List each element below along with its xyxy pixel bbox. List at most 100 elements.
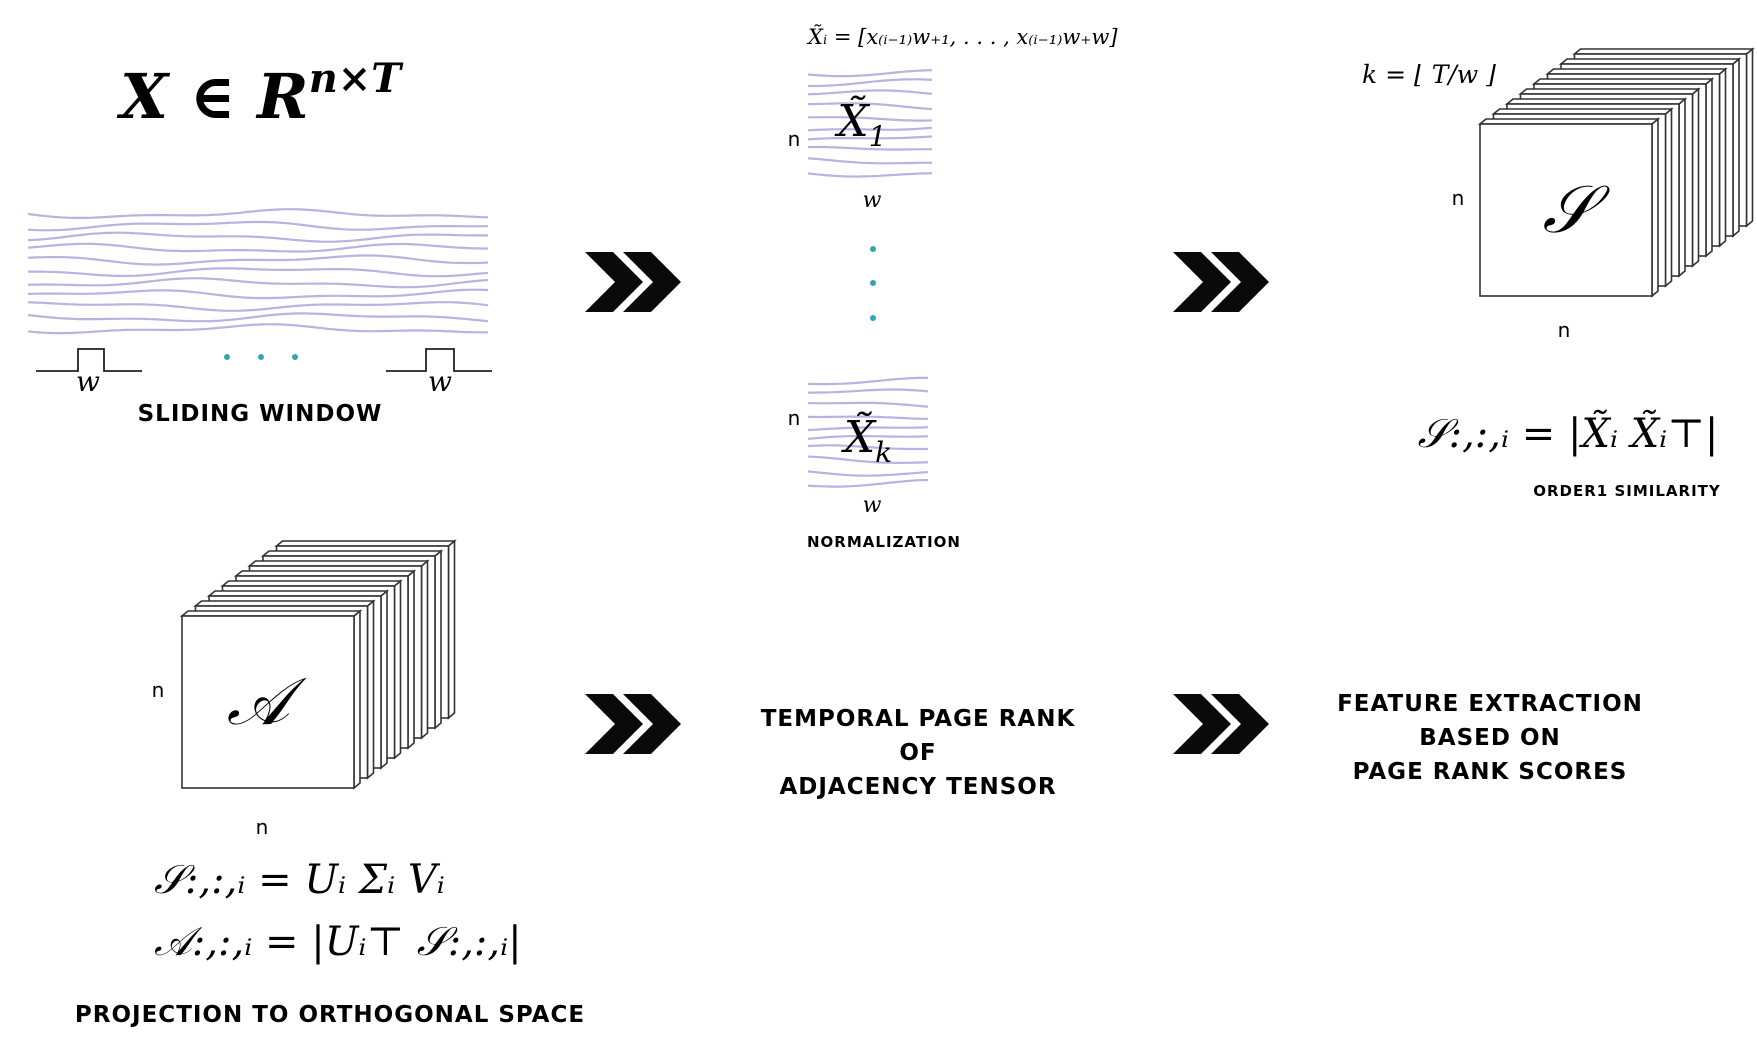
window-block-first-rows: n: [788, 127, 801, 151]
arrow-icon: [1173, 252, 1269, 312]
ellipsis-dot: [224, 354, 230, 360]
tensor-slice-edge: [1732, 57, 1740, 238]
time-series-line: [28, 312, 489, 323]
sliding-window-caption: SLIDING WINDOW: [138, 401, 383, 427]
arrow-icon: [585, 694, 681, 754]
page-rank-line: OF: [899, 740, 936, 766]
time-series-line: [28, 254, 489, 266]
similarity-tensor-cols: n: [1558, 318, 1571, 342]
adjacency-tensor-stack: [179, 539, 457, 790]
time-series-line: [28, 323, 489, 335]
tensor-slice-edge: [1745, 47, 1754, 228]
adjacency-formula: 𝒜:,:,ᵢ = |Uᵢ⊤ 𝒮:,:,ᵢ|: [154, 919, 522, 965]
time-series-line: [808, 102, 933, 111]
time-series-waves: [28, 208, 489, 335]
feature-extraction-step: FEATURE EXTRACTION BASED ON PAGE RANK SC…: [1337, 691, 1643, 785]
arrow-icon: [1173, 694, 1269, 754]
window-ellipsis: [224, 354, 298, 360]
time-series-line: [808, 426, 928, 432]
time-series-line: [28, 231, 488, 243]
time-series-line: [28, 288, 489, 300]
time-series-line: [808, 116, 933, 122]
similarity-formula: 𝒮:,:,ᵢ = |X̃ᵢ X̃ᵢ⊤|: [1418, 410, 1719, 457]
tensor-slice-edge: [366, 599, 375, 780]
time-series-line: [808, 388, 928, 394]
ellipsis-dot: [292, 354, 298, 360]
time-series-line: [808, 444, 928, 451]
window-width-label-left: w: [76, 365, 100, 398]
time-series-line: [808, 401, 928, 408]
time-series-line: [28, 267, 489, 278]
time-series-line: [808, 145, 932, 151]
time-series-line: [808, 376, 928, 386]
similarity-tensor-stack: [1477, 47, 1755, 298]
time-series-line: [808, 470, 928, 477]
time-series-line: [28, 242, 488, 253]
tensor-slice-edge: [420, 559, 429, 740]
window-block-last-symbol: X̃k: [841, 410, 892, 469]
window-block-first-waves: [808, 69, 933, 178]
tensor-slice-edge: [407, 569, 415, 750]
vertical-ellipsis: [870, 246, 876, 321]
window-block-first-symbol: X̃1: [834, 94, 886, 153]
similarity-tensor-rows: n: [1452, 186, 1465, 210]
time-series-line: [808, 172, 932, 178]
input-tensor-base: X ∈ R: [116, 60, 309, 133]
time-series-line: [28, 208, 489, 219]
projection-caption: PROJECTION TO ORTHOGONAL SPACE: [75, 1002, 585, 1028]
normalization-caption: NORMALIZATION: [807, 533, 961, 551]
tensor-slice-edge: [447, 539, 456, 720]
time-series-line: [808, 435, 928, 440]
page-rank-step: TEMPORAL PAGE RANK OF ADJACENCY TENSOR: [761, 706, 1076, 800]
window-block-last-rows: n: [788, 406, 801, 430]
arrow-icon: [585, 252, 681, 312]
ellipsis-dot: [870, 280, 876, 286]
tensor-slice: [1479, 123, 1653, 297]
tensor-slice-edge: [1651, 117, 1659, 298]
adjacency-tensor-cols: n: [256, 815, 269, 839]
time-series-line: [808, 78, 933, 88]
tensor-slice-edge: [393, 579, 402, 760]
time-series-line: [808, 135, 933, 141]
time-series-line: [808, 69, 933, 78]
input-tensor-formula: X ∈ Rn×T: [116, 55, 404, 133]
tensor-slice-edge: [1691, 87, 1700, 268]
window-width-label-right: w: [428, 365, 452, 398]
ellipsis-dot: [870, 246, 876, 252]
tensor-slice-edge: [1678, 97, 1686, 278]
time-series-line: [28, 277, 489, 289]
ellipsis-dot: [258, 354, 264, 360]
svd-formula: 𝒮:,:,ᵢ = Uᵢ Σᵢ Vᵢ: [154, 857, 445, 903]
window-pulse-right: [386, 348, 492, 372]
tensor-slice-edge: [434, 549, 442, 730]
window-pulse-left: [36, 348, 142, 372]
page-rank-line: TEMPORAL PAGE RANK: [761, 706, 1076, 732]
tensor-slice-edge: [380, 589, 388, 770]
window-block-first-cols: w: [863, 188, 882, 213]
time-series-line: [28, 301, 489, 312]
input-tensor-dims: n×T: [309, 55, 405, 102]
tensor-slice-edge: [353, 609, 361, 790]
page-rank-line: ADJACENCY TENSOR: [779, 774, 1056, 800]
adjacency-tensor-rows: n: [152, 678, 165, 702]
time-series-line: [808, 415, 928, 420]
window-definition-formula: X̃ᵢ = [x₍ᵢ₋₁₎w₊₁, . . . , x₍ᵢ₋₁₎w₊w]: [806, 25, 1118, 49]
feature-extraction-line: PAGE RANK SCORES: [1353, 759, 1628, 785]
time-series-line: [28, 220, 488, 232]
window-block-last-cols: w: [863, 493, 882, 518]
window-count-formula: k = ⌊ T/w ⌋: [1362, 60, 1496, 89]
feature-extraction-line: BASED ON: [1419, 725, 1561, 751]
time-series-line: [808, 478, 928, 488]
similarity-caption: ORDER1 SIMILARITY: [1533, 482, 1721, 500]
time-series-line: [808, 89, 933, 96]
time-series-line: [808, 157, 932, 165]
ellipsis-dot: [870, 315, 876, 321]
time-series-line: [808, 126, 933, 132]
feature-extraction-line: FEATURE EXTRACTION: [1337, 691, 1643, 717]
tensor-slice-edge: [1664, 107, 1673, 288]
window-block-last-waves: [808, 376, 928, 488]
tensor-slice-edge: [1705, 77, 1713, 258]
tensor-slice: [181, 615, 355, 789]
tensor-slice-edge: [1718, 67, 1727, 248]
